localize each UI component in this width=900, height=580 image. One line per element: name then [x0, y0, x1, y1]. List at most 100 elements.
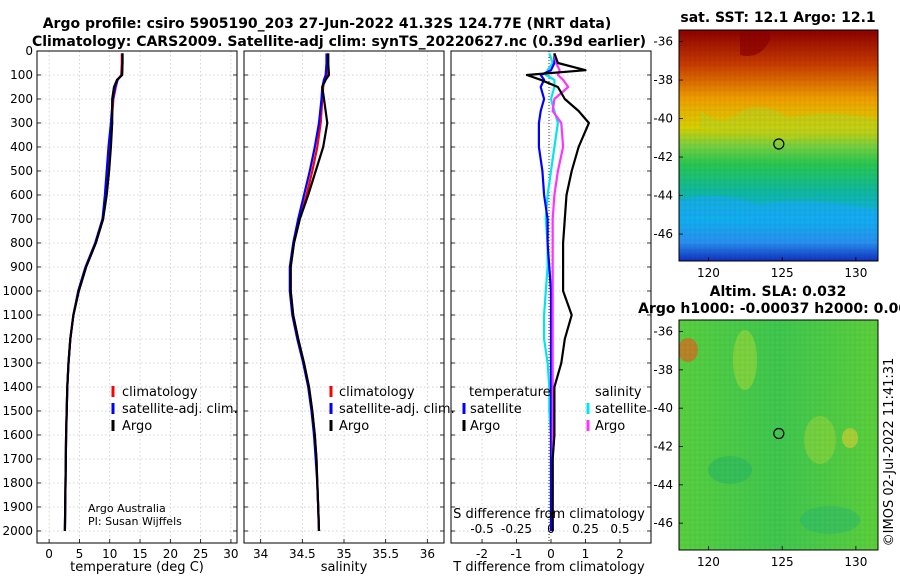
x-tick-label: 34: [253, 547, 268, 561]
y-tick-label: 1500: [2, 404, 33, 418]
y-tick-label: 700: [10, 212, 33, 226]
y-tick-label: 900: [10, 260, 33, 274]
credit-line1: Argo Australia: [88, 502, 166, 515]
s-difference-tick-labels: -0.5 -0.25 0 0.25 0.5: [470, 522, 629, 536]
x-tick-label: 36: [420, 547, 435, 561]
legend-satellite: satellite-adj. clim.: [339, 402, 455, 417]
temperature-grid: [37, 50, 237, 543]
sla-lon-labels: 120 125 130: [697, 546, 867, 569]
sst-profile-marker: [773, 138, 785, 150]
x-tick-label: 1: [582, 547, 590, 561]
salinity-lines: [288, 53, 331, 532]
sst-map-panel: sat. SST: 12.1 Argo: 12.1 120 125 130 -46-…: [653, 10, 879, 280]
legend-climatology: climatology: [122, 385, 198, 400]
x-tick-label: 0: [547, 547, 555, 561]
y-tick-label: 1600: [2, 428, 33, 442]
temperature-legend: climatology satellite-adj. clim. Argo: [111, 385, 238, 434]
x2-tick-label: 0.25: [572, 522, 599, 536]
x-tick-label: -1: [511, 547, 523, 561]
temperature-tick-labels: 0 5 10 15 20 25 30: [45, 547, 238, 561]
lat-tick-label: -38: [653, 73, 673, 87]
legend-t-argo: Argo: [470, 419, 500, 434]
legend-climatology: climatology: [339, 385, 415, 400]
y-tick-label: 1400: [2, 380, 33, 394]
lon-tick-label: 130: [844, 555, 867, 569]
y-tick-label: 600: [10, 188, 33, 202]
watermark: ©IMOS 02-Jul-2022 11:41:31: [882, 358, 897, 547]
depth-tick-labels: 0 100 200 300 400 500 600 700 800 900 1000 1100 1200…: [2, 44, 33, 538]
legend-temperature-title: temperature: [469, 385, 551, 400]
temperature-lines: [63, 53, 124, 532]
temperature-panel: 0100200300400500600700800900100011001200…: [2, 44, 238, 575]
lon-tick-label: 120: [697, 555, 720, 569]
legend-salinity-title: salinity: [595, 385, 642, 400]
x-tick-label: 35.5: [372, 547, 399, 561]
legend-argo: Argo: [122, 419, 152, 434]
series-line-t-argo: [525, 53, 591, 531]
legend-t-satellite: satellite: [470, 402, 522, 417]
legend-s-satellite: satellite: [595, 402, 647, 417]
difference-frame: [450, 50, 652, 544]
salinity-legend: climatology satellite-adj. clim. Argo: [329, 385, 455, 434]
sla-profile-marker: [773, 427, 785, 440]
s-difference-label: S difference from climatology: [453, 507, 645, 522]
x2-tick-label: -0.5: [470, 522, 493, 536]
lat-tick-label: -44: [653, 478, 673, 492]
y-tick-label: 1000: [2, 284, 33, 298]
series-line-argo: [63, 53, 124, 532]
lat-tick-label: -40: [653, 112, 673, 126]
y-tick-label: 300: [10, 116, 33, 130]
series-line-argo: [289, 53, 331, 532]
lat-tick-label: -42: [653, 150, 673, 164]
salinity-grid: [244, 50, 444, 543]
lat-tick-label: -46: [653, 227, 673, 241]
salinity-panel: 34 34.5 35 35.5 36 salinity climatology sate…: [243, 50, 455, 575]
figure-title-line1: Argo profile: csiro 5905190_203 27-Jun-2…: [43, 16, 612, 32]
x-tick-label: 15: [132, 547, 147, 561]
sst-lat-labels: -46 -44 -42 -40 -38 -36: [653, 35, 683, 241]
x2-tick-label: 0.5: [610, 522, 629, 536]
sla-map-frame: [678, 319, 879, 551]
x-tick-label: 30: [223, 547, 238, 561]
y-tick-label: 1800: [2, 476, 33, 490]
y-tick-label: 1900: [2, 500, 33, 514]
temperature-frame: [36, 50, 238, 544]
lat-tick-label: -42: [653, 440, 673, 454]
sla-map-subtitle: Argo h1000: -0.00037 h2000: 0.008: [638, 301, 900, 317]
lat-tick-label: -36: [653, 325, 673, 339]
x-tick-label: 10: [102, 547, 117, 561]
legend-s-argo: Argo: [595, 419, 625, 434]
lon-tick-label: 125: [771, 555, 794, 569]
lat-tick-label: -38: [653, 363, 673, 377]
lon-tick-label: 130: [844, 266, 867, 280]
credit-line2: PI: Susan Wijffels: [88, 515, 182, 528]
sst-pixel-grid: [679, 30, 878, 261]
difference-lines: [525, 53, 591, 531]
y-tick-label: 500: [10, 164, 33, 178]
sst-lon-labels: 120 125 130: [697, 257, 867, 280]
x-tick-label: 5: [76, 547, 84, 561]
lat-tick-label: -44: [653, 189, 673, 203]
legend-satellite: satellite-adj. clim.: [122, 402, 238, 417]
y-tick-label: 2000: [2, 524, 33, 538]
x-tick-label: 20: [163, 547, 178, 561]
difference-panel: -2 -1 0 1 2 -0.5 -0.25 0 0.25 0.5 T difference f…: [450, 50, 652, 575]
y-tick-label: 1200: [2, 332, 33, 346]
sla-map-panel: Altim. SLA: 0.032 Argo h1000: -0.00037 h…: [638, 284, 900, 569]
salinity-tick-labels: 34 34.5 35 35.5 36: [253, 547, 435, 561]
y-tick-label: 1700: [2, 452, 33, 466]
x-tick-label: -2: [476, 547, 488, 561]
sst-field: [679, 30, 878, 261]
lat-tick-label: -36: [653, 35, 673, 49]
salinity-frame: [243, 50, 445, 544]
sla-lat-labels: -46 -44 -42 -40 -38 -36: [653, 325, 683, 530]
x-tick-label: 35: [336, 547, 351, 561]
lon-tick-label: 125: [771, 266, 794, 280]
series-line-s-argo: [551, 53, 570, 531]
y-tick-label: 400: [10, 140, 33, 154]
x-tick-label: 2: [616, 547, 624, 561]
sla-map-title: Altim. SLA: 0.032: [710, 284, 847, 300]
difference-legend: temperature satellite Argo salinity sate…: [462, 385, 647, 434]
lon-tick-label: 120: [697, 266, 720, 280]
